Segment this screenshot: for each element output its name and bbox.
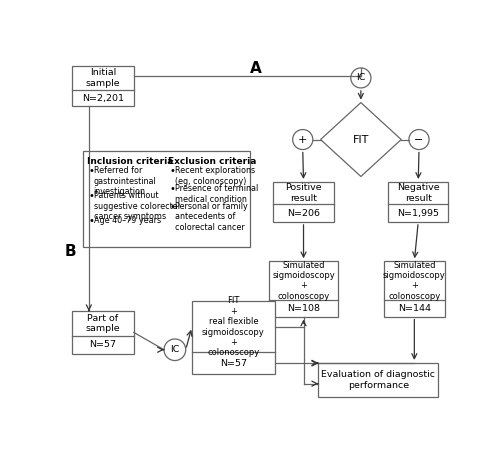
Text: Positive
result: Positive result (285, 183, 322, 203)
Bar (384, 261, 444, 317)
Text: Personal or family
antecedents of
colorectal cancer: Personal or family antecedents of colore… (176, 202, 248, 232)
Text: Negative
result: Negative result (397, 183, 440, 203)
Circle shape (164, 339, 186, 361)
Circle shape (351, 68, 371, 88)
Text: Exclusion criteria: Exclusion criteria (168, 157, 256, 166)
Text: IC: IC (356, 74, 366, 82)
Text: •: • (88, 216, 94, 226)
Text: Presence of terminal
medical condition: Presence of terminal medical condition (176, 184, 258, 204)
Text: Simulated
sigmoidoscopy
+
colonoscopy: Simulated sigmoidoscopy + colonoscopy (272, 260, 335, 301)
Bar (72, 311, 134, 354)
Text: •: • (88, 191, 94, 201)
Text: •: • (170, 184, 175, 194)
Circle shape (292, 129, 313, 149)
Bar (318, 363, 438, 398)
Polygon shape (320, 102, 401, 176)
Text: Part of
sample: Part of sample (86, 314, 120, 333)
Bar (72, 66, 134, 106)
Text: Referred for
gastrointestinal
investigation: Referred for gastrointestinal investigat… (94, 166, 156, 197)
Text: Patients without
suggestive colorectal
cancer symptoms: Patients without suggestive colorectal c… (94, 191, 180, 221)
Text: Initial
sample: Initial sample (86, 68, 120, 88)
Bar (274, 182, 334, 222)
Text: N=144: N=144 (398, 304, 431, 313)
Text: Simulated
sigmoidoscopy
+
colonoscopy: Simulated sigmoidoscopy + colonoscopy (383, 260, 446, 301)
Bar (270, 261, 338, 317)
Text: −: − (414, 134, 424, 144)
Bar (388, 182, 448, 222)
Text: IC: IC (170, 345, 179, 354)
Bar (84, 151, 250, 247)
Text: N=108: N=108 (287, 304, 320, 313)
Text: Recent explorations
(eg, colonoscopy): Recent explorations (eg, colonoscopy) (176, 166, 256, 186)
Text: •: • (170, 166, 175, 176)
Text: A: A (250, 61, 262, 76)
Text: N=1,995: N=1,995 (397, 209, 439, 218)
Circle shape (409, 129, 429, 149)
Text: Inclusion criteria: Inclusion criteria (88, 157, 174, 166)
Text: •: • (88, 166, 94, 176)
Text: B: B (64, 244, 76, 259)
Text: FIT
+
real flexible
sigmoidoscopy
+
colonoscopy: FIT + real flexible sigmoidoscopy + colo… (202, 296, 265, 357)
Text: N=206: N=206 (287, 209, 320, 218)
Text: FIT: FIT (352, 134, 369, 144)
Text: N=2,201: N=2,201 (82, 94, 124, 102)
Bar (192, 301, 275, 374)
Text: •: • (170, 202, 175, 212)
Text: Evaluation of diagnostic
performance: Evaluation of diagnostic performance (322, 371, 436, 390)
Text: N=57: N=57 (220, 359, 247, 368)
Text: Age 40–79 years: Age 40–79 years (94, 216, 160, 225)
Text: N=57: N=57 (90, 340, 117, 349)
Text: +: + (298, 134, 308, 144)
